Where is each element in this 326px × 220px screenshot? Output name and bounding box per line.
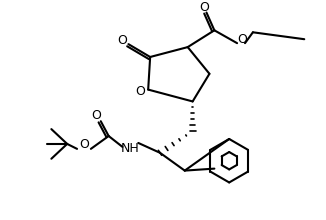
Text: NH: NH: [121, 142, 140, 155]
Text: O: O: [237, 33, 247, 46]
Text: O: O: [118, 34, 127, 47]
Text: O: O: [200, 1, 209, 14]
Text: O: O: [79, 138, 89, 151]
Text: O: O: [135, 85, 145, 98]
Text: O: O: [91, 109, 101, 122]
